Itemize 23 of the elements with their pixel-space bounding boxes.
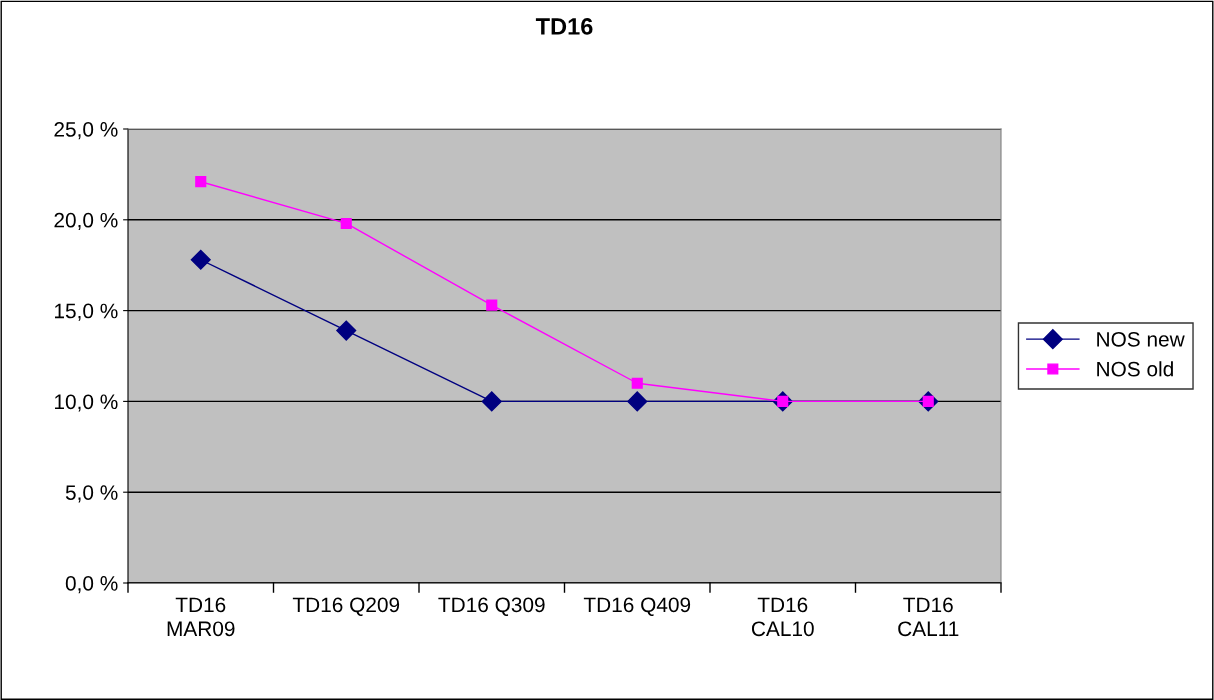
point: [195, 176, 207, 188]
x-tick-label: TD16 MAR09: [167, 597, 235, 637]
x-tick-label: TD16 Q409: [583, 597, 691, 616]
x-tick-label: TD16 CAL11: [898, 597, 959, 637]
legend-label: NOS old: [1097, 361, 1173, 377]
y-tick-label: 5,0 %: [65, 485, 118, 503]
y-tick-label: 0,0 %: [65, 576, 118, 594]
y-tick-label: 15,0 %: [55, 303, 118, 321]
point: [631, 377, 643, 389]
legend-label: NOS new: [1097, 331, 1185, 347]
y-tick-label: 25,0 %: [54, 122, 118, 140]
point: [486, 299, 498, 311]
y-tick-label: 10,0 %: [55, 394, 118, 412]
point: [190, 249, 211, 270]
point: [340, 217, 352, 229]
y-tick-label: 20,0 %: [54, 212, 118, 231]
point: [481, 391, 502, 412]
x-tick-label: TD16 Q309: [438, 597, 545, 616]
point: [336, 320, 357, 341]
point: [627, 391, 648, 412]
x-tick-label: TD16 Q209: [292, 597, 400, 616]
chart-title: TD16: [535, 18, 593, 35]
x-tick-label: TD16 CAL10: [751, 597, 814, 637]
